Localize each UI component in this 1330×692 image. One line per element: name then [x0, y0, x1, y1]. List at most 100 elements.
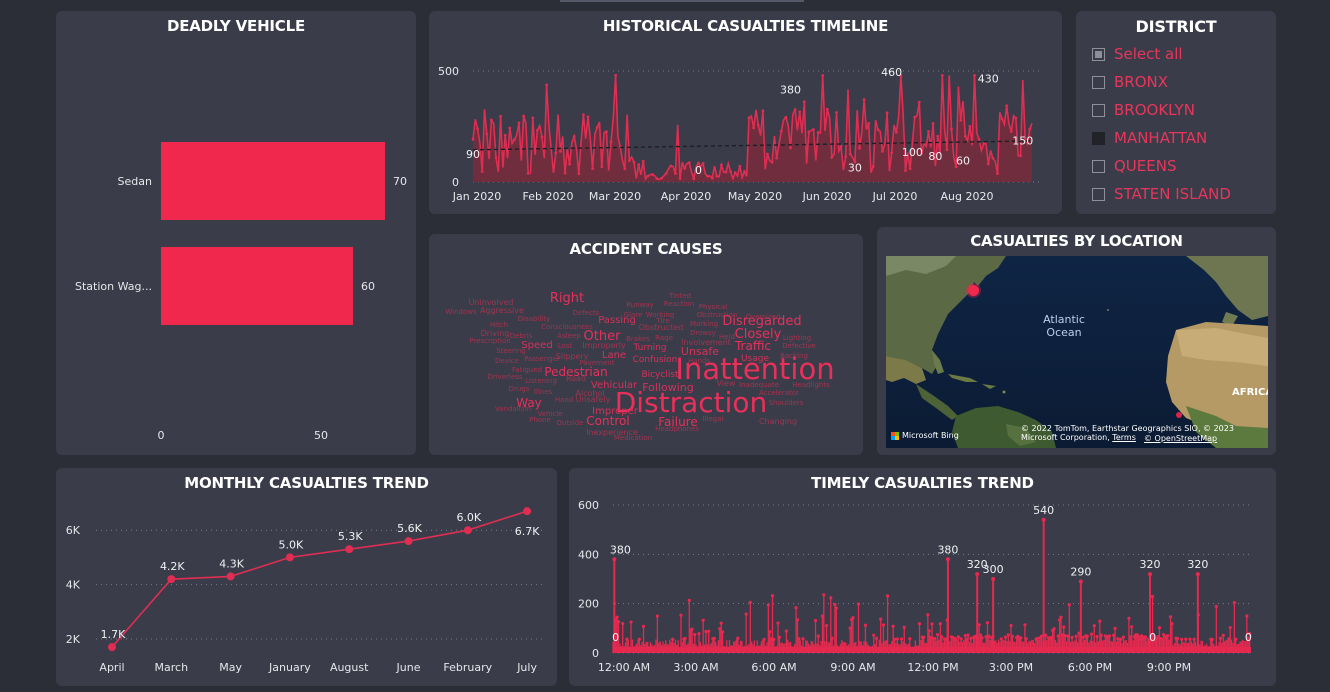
vehicle-data-label: 60 — [361, 280, 375, 293]
word-cloud-term: Headphones — [655, 425, 699, 433]
time-bar-cap — [776, 621, 780, 625]
word-cloud-term: Accelerator — [759, 389, 799, 397]
timeline-point — [609, 140, 613, 144]
word-cloud-term: Pavement — [580, 359, 615, 367]
timeline-point — [881, 149, 884, 153]
time-bar-cap — [671, 637, 675, 641]
time-bar-cap — [1228, 626, 1232, 630]
timeline-point — [687, 161, 691, 165]
district-option-manhattan[interactable]: MANHATTAN — [1092, 127, 1207, 149]
timeline-point — [756, 123, 760, 127]
time-bar-cap — [1024, 637, 1028, 641]
timeline-point — [1019, 154, 1022, 158]
word-cloud-term: Runway — [626, 301, 654, 309]
time-bar-cap — [1121, 635, 1125, 639]
checkbox-icon[interactable] — [1092, 75, 1105, 89]
time-bar-cap — [879, 617, 883, 621]
time-bar-cap — [1221, 633, 1225, 637]
word-cloud-term: Inexperience — [586, 428, 638, 437]
timeline-point — [885, 111, 889, 115]
district-option-brooklyn[interactable]: BROOKLYN — [1092, 99, 1195, 121]
time-bar-cap — [1044, 633, 1048, 637]
map-canvas[interactable]: Atlantic Ocean AFRICA Microsoft Bing © 2… — [886, 256, 1268, 448]
osm-link[interactable]: © OpenStreetMap — [1144, 434, 1218, 443]
time-bar-cap — [987, 634, 991, 638]
district-option-queens[interactable]: QUEENS — [1092, 155, 1176, 177]
x-tick-label: 6:00 PM — [1068, 661, 1112, 674]
location-marker[interactable] — [1176, 412, 1182, 418]
timeline-point — [816, 130, 820, 134]
word-cloud-term: Alcohol — [575, 389, 604, 398]
time-bar-cap — [766, 603, 770, 607]
timeline-point — [655, 177, 659, 181]
timeline-point — [536, 128, 539, 132]
checkbox-icon[interactable] — [1092, 131, 1105, 145]
time-bar-cap — [687, 598, 691, 602]
y-tick-label: 200 — [578, 598, 599, 611]
deadly-vehicle-panel: DEADLY VEHICLE Sedan 70 Station Wag... 60 0 5… — [56, 11, 416, 455]
data-label: 6.7K — [515, 525, 540, 538]
time-bar-cap — [816, 634, 820, 638]
timeline-point — [582, 113, 585, 117]
time-bar-cap — [748, 600, 752, 604]
checkbox-icon[interactable] — [1092, 187, 1105, 201]
timeline-point — [1000, 117, 1004, 121]
district-option-staten-island[interactable]: STATEN ISLAND — [1092, 183, 1231, 205]
word-cloud-term: Obstructed — [639, 323, 684, 332]
timeline-point — [871, 164, 875, 168]
timeline-point — [572, 135, 576, 138]
word-cloud-term: Other — [584, 329, 622, 344]
time-bar-cap — [1119, 637, 1123, 641]
data-label: 0 — [612, 631, 619, 644]
timeline-point — [540, 135, 544, 139]
time-bar-cap — [736, 636, 740, 640]
time-bar-cap — [902, 625, 906, 629]
data-label: 30 — [848, 161, 862, 174]
timely-trend-panel: TIMELY CASUALTIES TREND 0 200 400 600 380 0 38… — [569, 468, 1276, 686]
checkbox-icon[interactable] — [1092, 159, 1105, 173]
timeline-point — [664, 171, 668, 175]
time-bar-cap — [770, 594, 775, 598]
timeline-point — [724, 170, 728, 174]
word-cloud-term: Debris — [510, 332, 533, 340]
timeline-point — [568, 162, 572, 166]
district-option-label: BROOKLYN — [1114, 101, 1195, 119]
timeline-point — [752, 126, 756, 130]
time-bar-cap — [784, 629, 788, 633]
checkbox-icon[interactable] — [1092, 103, 1105, 117]
time-bar-cap — [1188, 637, 1192, 641]
x-tick-label: 9:00 PM — [1147, 661, 1191, 674]
data-label: 6.0K — [456, 511, 481, 524]
time-bar-cap — [637, 637, 641, 641]
district-option-bronx[interactable]: BRONX — [1092, 71, 1168, 93]
time-bar-cap — [1245, 614, 1249, 618]
y-tick-label: 2K — [66, 633, 81, 646]
checkbox-icon[interactable] — [1092, 47, 1105, 61]
word-cloud-term: Phone — [529, 416, 551, 424]
word-cloud-term: Headlights — [792, 381, 830, 389]
timeline-point — [485, 132, 489, 136]
time-bar-cap — [1010, 634, 1015, 638]
word-cloud-term: Windows — [445, 308, 477, 316]
word-cloud-term: Hands — [688, 357, 710, 365]
timeline-point — [973, 74, 976, 77]
timeline-point — [743, 169, 746, 173]
timely-trend-title: TIMELY CASUALTIES TREND — [811, 474, 1034, 492]
time-bar-cap — [935, 632, 940, 637]
word-cloud-term: Driverless — [487, 373, 522, 381]
word-cloud-term: Defects — [573, 309, 600, 317]
time-bar-cap — [797, 637, 801, 641]
word-cloud-term: Held — [719, 333, 735, 341]
district-option-select-all[interactable]: Select all — [1092, 43, 1183, 65]
word-cloud-term: Shoulders — [769, 399, 804, 407]
location-marker[interactable] — [968, 285, 979, 296]
data-label: 0 — [695, 164, 702, 177]
terms-link[interactable]: Terms — [1112, 433, 1136, 442]
monthly-point — [226, 572, 235, 581]
data-label: 320 — [1139, 558, 1160, 571]
time-bar-cap — [1107, 634, 1112, 638]
timeline-point — [784, 115, 788, 119]
word-cloud-term: Hand — [555, 396, 573, 404]
time-bar-cap — [801, 637, 805, 641]
y-tick-label: 0 — [452, 176, 459, 189]
